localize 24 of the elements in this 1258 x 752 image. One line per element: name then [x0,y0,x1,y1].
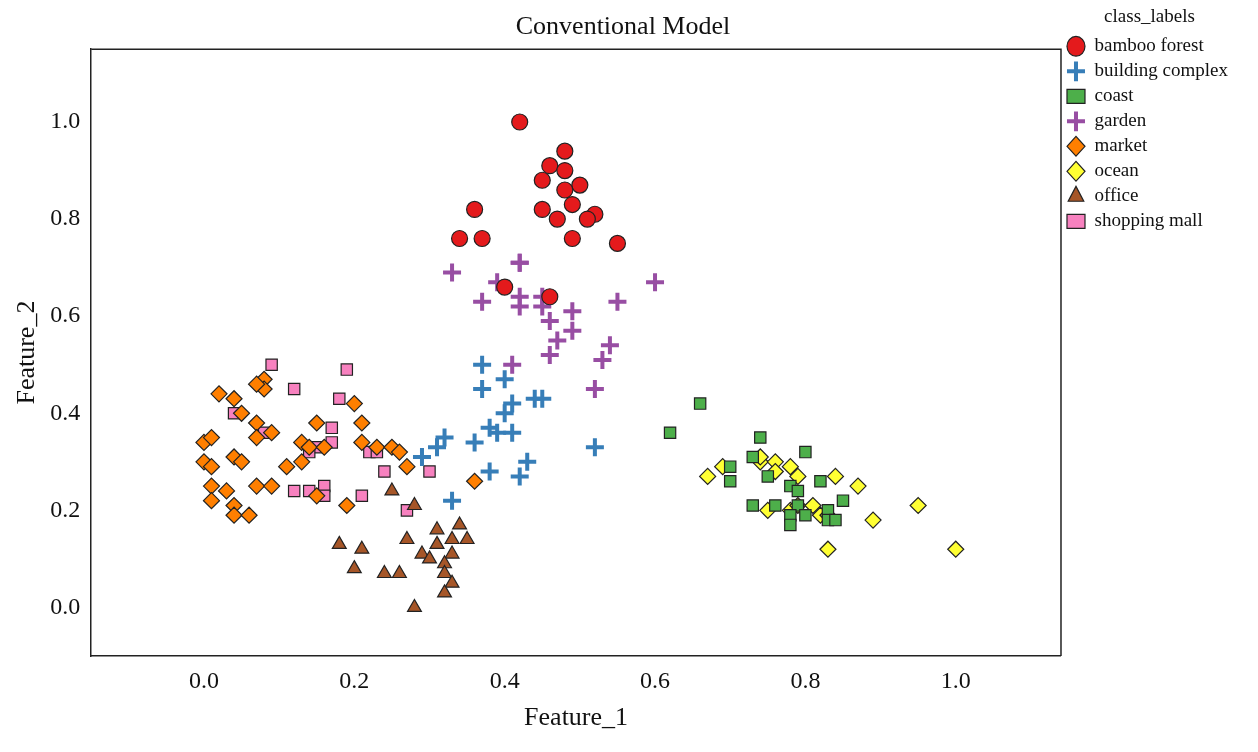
y-tick-label: 0.2 [50,495,81,522]
legend-label: coast [1094,84,1135,106]
y-tick-label: 0.6 [50,301,81,328]
y-tick-label: 0.0 [50,592,81,619]
legend-label: ocean [1094,159,1140,181]
y-tick-label: 0.4 [50,398,81,425]
legend-title: class_labels [1104,5,1195,27]
x-axis-title: Feature_1 [524,702,629,732]
x-tick-label: 1.0 [940,666,971,693]
x-tick-label: 0.4 [489,666,520,693]
legend-label: building complex [1094,59,1229,81]
chart-title: Conventional Model [515,11,731,41]
x-tick-label: 0.8 [790,666,821,693]
x-tick-label: 0.0 [188,666,219,693]
legend-label: office [1094,184,1139,206]
x-tick-label: 0.6 [640,666,671,693]
legend-label: market [1094,134,1148,156]
x-tick-label: 0.2 [339,666,370,693]
legend-label: bamboo forest [1094,34,1205,56]
y-tick-label: 0.8 [50,204,81,231]
legend-label: garden [1094,109,1147,131]
y-axis-title: Feature_2 [11,300,41,405]
legend-label: shopping mall [1094,209,1203,231]
y-tick-label: 1.0 [50,107,81,134]
